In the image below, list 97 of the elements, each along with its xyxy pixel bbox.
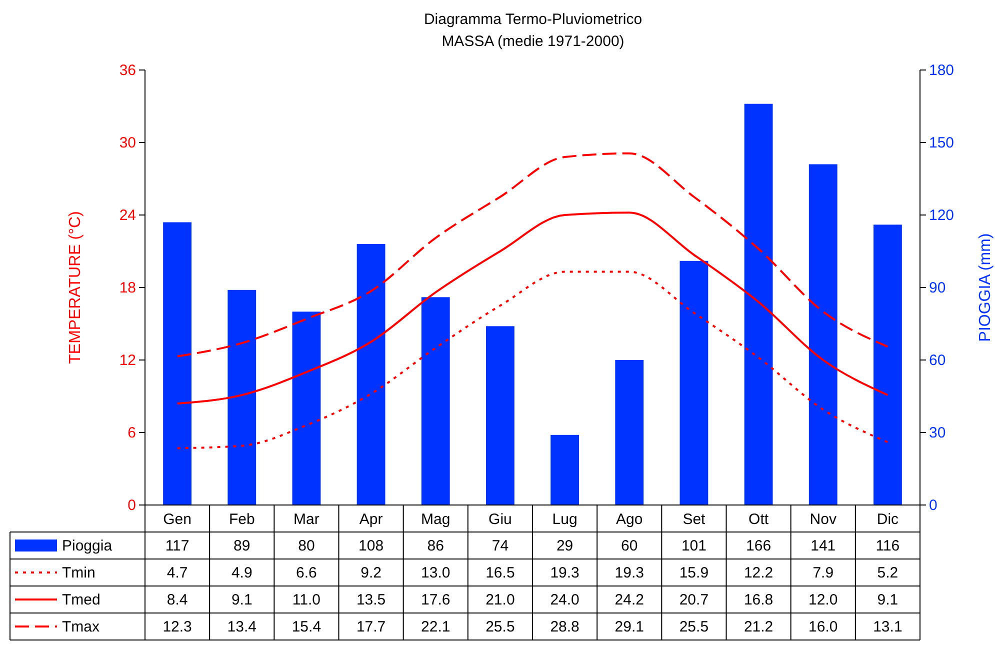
data-label: 21.2: [744, 618, 774, 636]
x-tick-label: Mar: [294, 511, 320, 528]
bar: [292, 312, 321, 505]
x-tick-label: Mag: [421, 511, 450, 528]
data-label: 25.5: [679, 618, 709, 636]
data-label: 9.1: [877, 592, 898, 608]
x-tick-label: Giu: [488, 511, 512, 528]
data-label: 13.5: [356, 592, 386, 608]
x-tick-label: Apr: [359, 511, 383, 528]
data-label: 24.0: [550, 592, 580, 608]
y2-axis-title: PIOGGIA (mm): [977, 233, 994, 342]
data-label: 86: [427, 538, 444, 554]
data-label: 6.6: [296, 564, 317, 582]
data-label: 80: [298, 538, 315, 554]
data-label: 12.2: [744, 564, 774, 582]
data-label: 29: [556, 538, 574, 554]
data-label: 12.3: [162, 618, 192, 636]
bar: [744, 104, 773, 505]
data-label: 141: [810, 538, 836, 554]
bar: [421, 297, 450, 505]
data-label: 15.9: [679, 564, 709, 582]
data-label: 16.5: [486, 564, 515, 582]
data-label: 17.6: [421, 592, 450, 608]
data-label: 13.0: [421, 564, 450, 582]
bar: [163, 222, 192, 505]
data-label: 108: [358, 538, 384, 554]
data-label: 19.3: [614, 564, 644, 582]
chart-title: Diagramma Termo-Pluviometrico: [424, 11, 642, 28]
data-label: 20.7: [679, 592, 709, 608]
data-label: 8.4: [166, 592, 188, 608]
y-tick-label: 24: [119, 206, 136, 224]
data-label: 19.3: [550, 564, 580, 582]
data-label: 166: [746, 538, 772, 554]
line-series: [176, 212, 889, 404]
data-label: 4.7: [166, 564, 188, 582]
bar: [874, 224, 902, 505]
x-tick-label: Ott: [748, 511, 770, 528]
data-label: 12.0: [808, 592, 838, 608]
x-tick-label: Dic: [876, 511, 900, 528]
bar: [615, 360, 644, 505]
legend-label: Pioggia: [62, 538, 113, 554]
data-label: 21.0: [486, 592, 515, 608]
y-axis-title: TEMPERATURE (°C): [67, 211, 84, 364]
data-label: 16.0: [808, 618, 838, 636]
legend-label: Tmax: [62, 618, 100, 636]
data-label: 13.4: [227, 618, 256, 636]
data-label: 29.1: [614, 618, 644, 636]
legend-label: Tmed: [62, 592, 100, 608]
data-label: 17.7: [356, 618, 386, 636]
y2-tick-label: 30: [929, 424, 946, 442]
bar: [680, 260, 708, 505]
y2-tick-label: 120: [929, 206, 954, 224]
data-label: 15.4: [292, 618, 322, 636]
y-tick-label: 30: [119, 134, 136, 152]
bar: [356, 244, 386, 505]
bar: [808, 164, 838, 505]
y-tick-label: 6: [128, 424, 136, 442]
x-tick-label: Nov: [810, 511, 837, 528]
y2-tick-label: 180: [929, 62, 954, 79]
data-label: 9.2: [360, 564, 382, 582]
x-tick-label: Set: [682, 511, 706, 528]
data-label: 89: [234, 538, 250, 554]
data-label: 22.1: [421, 618, 450, 636]
data-label: 7.9: [812, 564, 834, 582]
data-label: 9.1: [231, 592, 252, 608]
data-label: 13.1: [873, 618, 902, 636]
y2-tick-label: 150: [929, 134, 954, 152]
y2-tick-label: 0: [929, 496, 938, 514]
data-label: 24.2: [614, 592, 644, 608]
y-tick-label: 18: [119, 279, 136, 296]
data-label: 116: [876, 538, 900, 554]
x-tick-label: Ago: [616, 511, 643, 528]
bar: [550, 434, 579, 505]
line-series: [176, 270, 889, 450]
y-tick-label: 12: [119, 352, 136, 369]
y-tick-label: 36: [119, 62, 136, 79]
data-label: 28.8: [550, 618, 580, 636]
data-label: 5.2: [877, 564, 898, 582]
data-label: 25.5: [486, 618, 515, 636]
bar: [486, 326, 514, 505]
data-label: 16.8: [744, 592, 774, 608]
data-label: 74: [492, 538, 509, 554]
x-tick-label: Lug: [552, 511, 578, 528]
x-tick-label: Gen: [163, 511, 192, 528]
data-label: 117: [165, 538, 190, 554]
data-label: 11.0: [292, 592, 321, 608]
bar: [228, 290, 256, 505]
data-label: 60: [621, 538, 638, 554]
y2-tick-label: 60: [929, 352, 946, 369]
data-label: 101: [681, 538, 706, 554]
data-label: 4.9: [231, 564, 252, 582]
legend-label: Tmin: [62, 564, 96, 582]
y-tick-label: 0: [128, 496, 136, 514]
y2-tick-label: 90: [929, 279, 946, 296]
line-series: [176, 152, 889, 358]
chart-subtitle: MASSA (medie 1971-2000): [442, 33, 624, 50]
x-tick-label: Feb: [228, 511, 255, 528]
